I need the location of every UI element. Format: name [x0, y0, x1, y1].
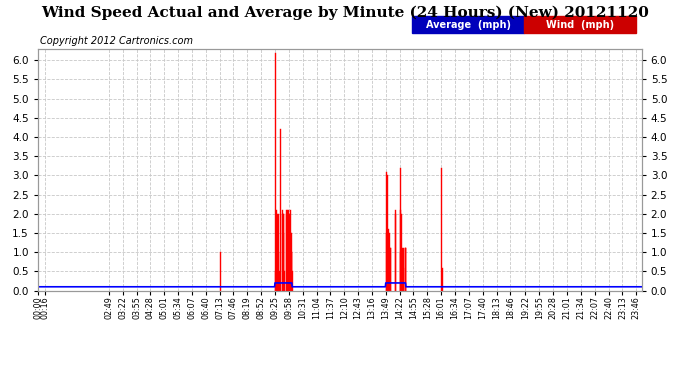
- Text: Wind Speed Actual and Average by Minute (24 Hours) (New) 20121120: Wind Speed Actual and Average by Minute …: [41, 6, 649, 20]
- Text: Copyright 2012 Cartronics.com: Copyright 2012 Cartronics.com: [40, 36, 193, 46]
- Text: Wind  (mph): Wind (mph): [546, 20, 614, 30]
- FancyBboxPatch shape: [524, 16, 635, 33]
- FancyBboxPatch shape: [412, 16, 524, 33]
- Text: Average  (mph): Average (mph): [426, 20, 511, 30]
